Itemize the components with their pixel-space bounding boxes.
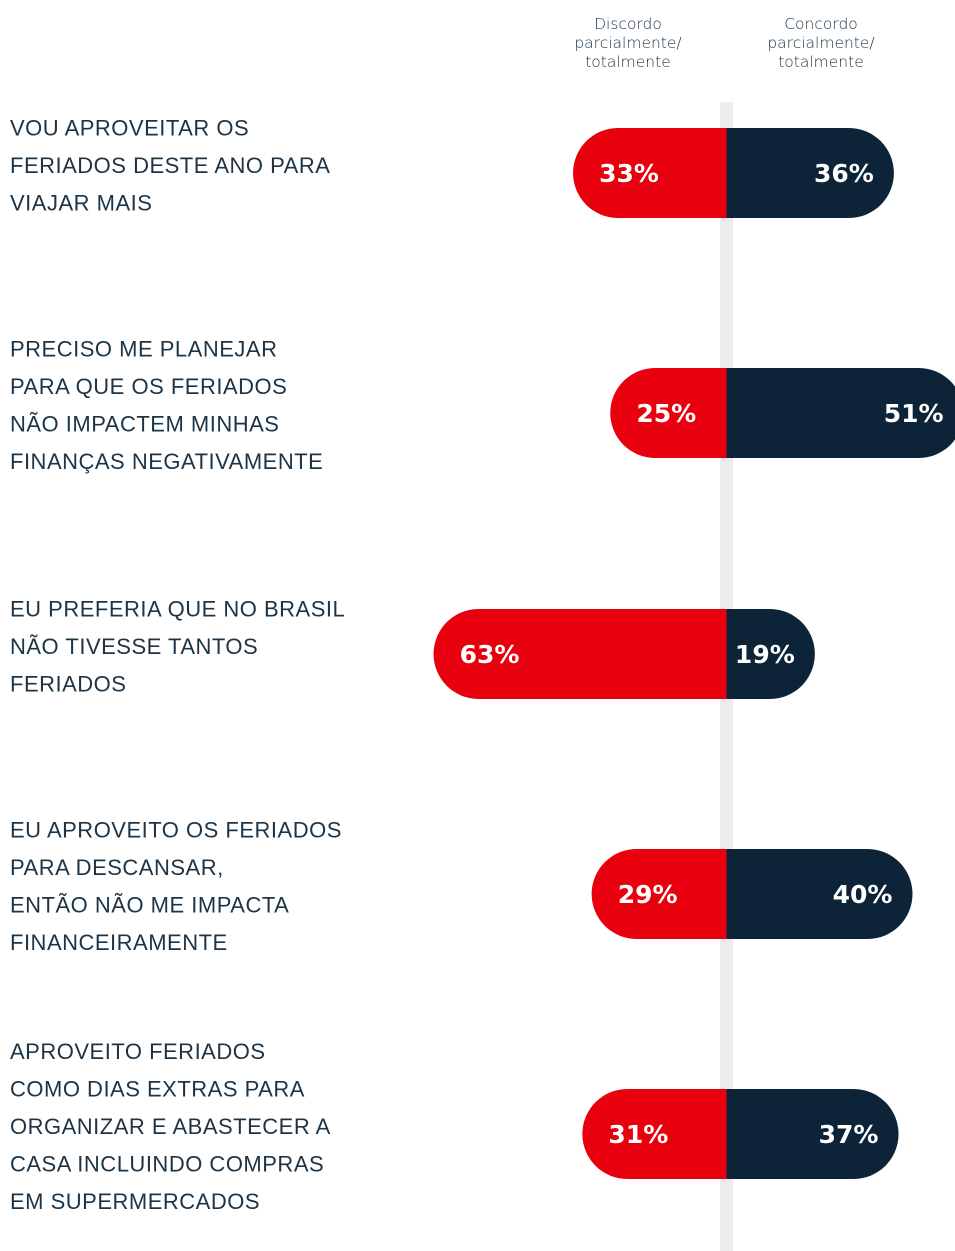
value-label: 25% — [636, 399, 696, 428]
value-label: 51% — [884, 399, 944, 428]
bar-agree — [726, 609, 815, 699]
category-label: PARA DESCANSAR, — [10, 855, 224, 880]
category-label: VIAJAR MAIS — [10, 190, 152, 215]
bar-agree — [726, 368, 955, 458]
bar-agree — [726, 849, 913, 939]
category-label: FERIADOS DESTE ANO PARA — [10, 153, 330, 178]
category-label: ORGANIZAR E ABASTECER A — [10, 1114, 331, 1139]
category-label: NÃO TIVESSE TANTOS — [10, 634, 258, 659]
category-label: EU PREFERIA QUE NO BRASIL — [10, 596, 345, 621]
value-label: 33% — [599, 159, 659, 188]
category-label: APROVEITO FERIADOS — [10, 1039, 266, 1064]
category-label: ENTÃO NÃO ME IMPACTA — [10, 893, 289, 918]
value-label: 29% — [618, 880, 678, 909]
value-label: 63% — [460, 640, 520, 669]
category-label: FERIADOS — [10, 671, 126, 696]
bar-disagree — [591, 849, 727, 939]
value-label: 36% — [814, 159, 874, 188]
value-label: 19% — [735, 640, 795, 669]
category-label: PRECISO ME PLANEJAR — [10, 337, 277, 362]
legend-right: Concordo parcialmente/ totalmente — [767, 15, 875, 71]
bar-agree — [726, 1089, 899, 1179]
category-label: EU APROVEITO OS FERIADOS — [10, 818, 342, 843]
category-label: FINANÇAS NEGATIVAMENTE — [10, 449, 323, 474]
category-label: FINANCEIRAMENTE — [10, 930, 228, 955]
category-label: VOU APROVEITAR OS — [10, 115, 249, 140]
category-label: COMO DIAS EXTRAS PARA — [10, 1076, 305, 1101]
category-label: CASA INCLUINDO COMPRAS — [10, 1151, 324, 1176]
category-label: PARA QUE OS FERIADOS — [10, 374, 287, 399]
category-label: NÃO IMPACTEM MINHAS — [10, 412, 279, 437]
value-label: 31% — [608, 1120, 668, 1149]
value-label: 37% — [819, 1120, 879, 1149]
bar-agree — [726, 128, 894, 218]
legend-left: Discordo parcialmente/ totalmente — [574, 15, 682, 71]
bar-disagree — [433, 609, 727, 699]
bar-disagree — [610, 368, 727, 458]
bar-disagree — [582, 1089, 727, 1179]
category-label: EM SUPERMERCADOS — [10, 1189, 260, 1214]
bar-disagree — [573, 128, 727, 218]
value-label: 40% — [833, 880, 893, 909]
